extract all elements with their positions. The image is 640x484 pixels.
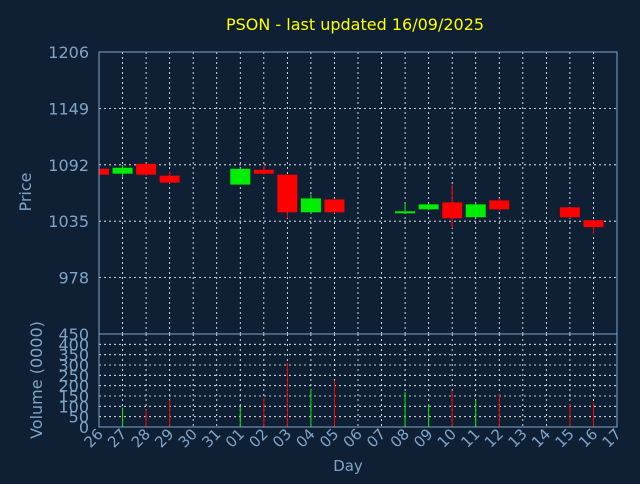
- volume-axis-label: Volume (0000): [27, 321, 46, 439]
- volume-tick-label: 450: [58, 325, 89, 344]
- price-axis-label: Price: [16, 172, 35, 211]
- volume-tick-label: 350: [58, 346, 89, 365]
- price-grid: [98, 51, 618, 334]
- volume-bars: [122, 362, 594, 427]
- candle-body: [583, 220, 604, 228]
- chart-title: PSON - last updated 16/09/2025: [226, 15, 484, 34]
- price-tick-label: 978: [58, 269, 89, 288]
- candle-body: [99, 168, 109, 175]
- price-tick-label: 1206: [48, 43, 89, 62]
- price-tick-labels: 1206 1149 1092 1035 978: [48, 43, 89, 288]
- candle-body: [159, 175, 180, 183]
- volume-tick-label: 0: [79, 418, 89, 437]
- candle-body: [489, 200, 510, 210]
- volume-tick-label: 50: [69, 408, 89, 427]
- candle-body: [277, 174, 298, 213]
- candle-body: [253, 169, 274, 174]
- candles: [98, 163, 604, 235]
- candle-body: [395, 211, 416, 214]
- candle-body: [418, 204, 439, 210]
- candle-body: [112, 167, 133, 174]
- volume-tick-label: 100: [58, 397, 89, 416]
- x-tick-labels: 2627282930310102030405060708091011121314…: [81, 425, 625, 451]
- volume-tick-label: 400: [58, 335, 89, 354]
- price-tick-label: 1035: [48, 212, 89, 231]
- candle-body: [559, 207, 580, 218]
- candle-body: [136, 163, 157, 175]
- volume-panel-frame: [98, 333, 618, 428]
- candle-body: [442, 202, 463, 219]
- candle-body: [465, 204, 486, 218]
- candle-body: [300, 198, 321, 213]
- price-tick-label: 1149: [48, 99, 89, 118]
- volume-tick-label: 250: [58, 366, 89, 385]
- candle-body: [324, 199, 345, 213]
- volume-tick-label: 200: [58, 377, 89, 396]
- candle-body: [230, 168, 251, 185]
- volume-tick-label: 150: [58, 387, 89, 406]
- x-axis-label: Day: [333, 457, 363, 475]
- price-tick-label: 1092: [48, 156, 89, 175]
- volume-tick-label: 300: [58, 356, 89, 375]
